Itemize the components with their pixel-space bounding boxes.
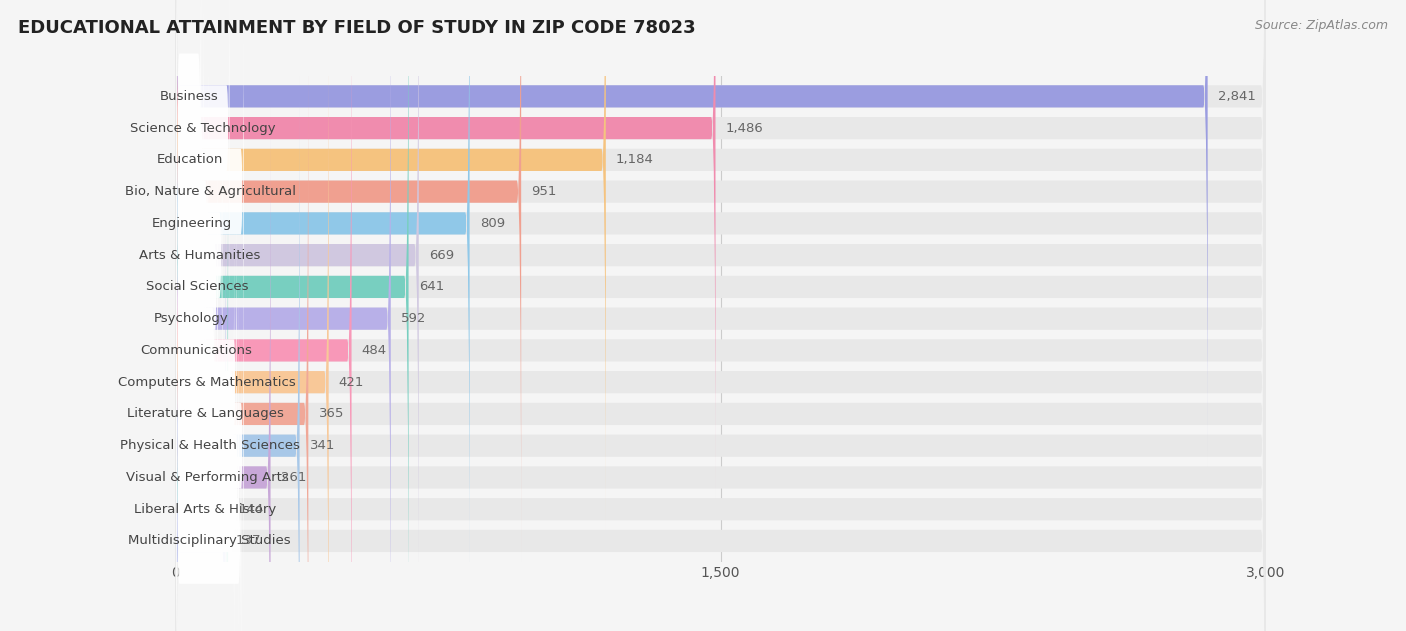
Text: Visual & Performing Arts: Visual & Performing Arts: [127, 471, 290, 484]
FancyBboxPatch shape: [176, 0, 352, 631]
FancyBboxPatch shape: [177, 330, 242, 631]
FancyBboxPatch shape: [176, 0, 391, 631]
Text: Business: Business: [159, 90, 218, 103]
FancyBboxPatch shape: [176, 44, 1265, 631]
Text: Literature & Languages: Literature & Languages: [127, 408, 284, 420]
Text: 592: 592: [401, 312, 426, 325]
Text: EDUCATIONAL ATTAINMENT BY FIELD OF STUDY IN ZIP CODE 78023: EDUCATIONAL ATTAINMENT BY FIELD OF STUDY…: [18, 19, 696, 37]
FancyBboxPatch shape: [177, 235, 243, 631]
FancyBboxPatch shape: [176, 76, 299, 631]
FancyBboxPatch shape: [176, 12, 329, 631]
Text: Science & Technology: Science & Technology: [131, 122, 276, 134]
FancyBboxPatch shape: [176, 0, 1265, 631]
Text: Liberal Arts & History: Liberal Arts & History: [134, 503, 277, 516]
Text: 669: 669: [429, 249, 454, 262]
FancyBboxPatch shape: [176, 107, 270, 631]
FancyBboxPatch shape: [176, 171, 225, 631]
FancyBboxPatch shape: [177, 107, 205, 530]
FancyBboxPatch shape: [177, 76, 218, 498]
FancyBboxPatch shape: [176, 107, 1265, 631]
FancyBboxPatch shape: [176, 0, 1265, 625]
FancyBboxPatch shape: [176, 0, 1265, 466]
FancyBboxPatch shape: [176, 0, 1208, 466]
Text: Multidisciplinary Studies: Multidisciplinary Studies: [128, 534, 290, 548]
Text: 1,184: 1,184: [616, 153, 654, 167]
FancyBboxPatch shape: [176, 139, 1265, 631]
FancyBboxPatch shape: [176, 0, 606, 530]
FancyBboxPatch shape: [177, 0, 243, 403]
Text: Arts & Humanities: Arts & Humanities: [139, 249, 260, 262]
FancyBboxPatch shape: [177, 298, 235, 631]
FancyBboxPatch shape: [176, 0, 522, 562]
Text: 1,486: 1,486: [725, 122, 763, 134]
FancyBboxPatch shape: [176, 0, 409, 631]
Text: Bio, Nature & Agricultural: Bio, Nature & Agricultural: [125, 185, 295, 198]
Text: Education: Education: [157, 153, 224, 167]
FancyBboxPatch shape: [176, 0, 716, 498]
FancyBboxPatch shape: [176, 0, 470, 593]
FancyBboxPatch shape: [177, 266, 239, 631]
FancyBboxPatch shape: [176, 0, 1265, 562]
FancyBboxPatch shape: [176, 139, 228, 631]
Text: Psychology: Psychology: [153, 312, 229, 325]
FancyBboxPatch shape: [176, 0, 1265, 593]
Text: Physical & Health Sciences: Physical & Health Sciences: [120, 439, 299, 452]
Text: 809: 809: [479, 217, 505, 230]
FancyBboxPatch shape: [176, 0, 1265, 530]
Text: Social Sciences: Social Sciences: [146, 280, 249, 293]
FancyBboxPatch shape: [176, 0, 419, 625]
Text: 137: 137: [236, 534, 262, 548]
FancyBboxPatch shape: [177, 0, 204, 371]
Text: Communications: Communications: [141, 344, 252, 357]
Text: 144: 144: [238, 503, 263, 516]
Text: 261: 261: [281, 471, 307, 484]
FancyBboxPatch shape: [176, 0, 1265, 498]
FancyBboxPatch shape: [176, 0, 1265, 631]
Text: 951: 951: [531, 185, 557, 198]
FancyBboxPatch shape: [176, 44, 308, 631]
Text: 2,841: 2,841: [1218, 90, 1256, 103]
Text: Source: ZipAtlas.com: Source: ZipAtlas.com: [1254, 19, 1388, 32]
Text: 421: 421: [339, 375, 364, 389]
Text: Engineering: Engineering: [152, 217, 232, 230]
FancyBboxPatch shape: [176, 171, 1265, 631]
FancyBboxPatch shape: [176, 0, 1265, 631]
Text: Computers & Mathematics: Computers & Mathematics: [118, 375, 295, 389]
Text: 641: 641: [419, 280, 444, 293]
FancyBboxPatch shape: [177, 12, 208, 435]
FancyBboxPatch shape: [177, 0, 229, 339]
FancyBboxPatch shape: [176, 12, 1265, 631]
Text: 484: 484: [361, 344, 387, 357]
FancyBboxPatch shape: [177, 171, 236, 593]
FancyBboxPatch shape: [177, 44, 222, 466]
FancyBboxPatch shape: [177, 0, 201, 307]
FancyBboxPatch shape: [177, 203, 235, 625]
Text: 365: 365: [319, 408, 344, 420]
FancyBboxPatch shape: [176, 76, 1265, 631]
FancyBboxPatch shape: [177, 139, 215, 562]
Text: 341: 341: [309, 439, 335, 452]
